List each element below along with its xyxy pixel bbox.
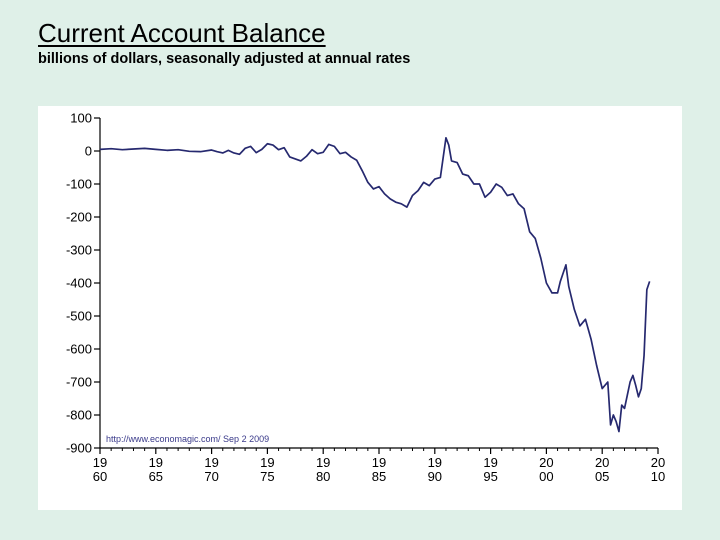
page-title: Current Account Balance — [38, 20, 410, 47]
y-tick-label: -700 — [48, 375, 92, 390]
title-block: Current Account Balance billions of doll… — [38, 20, 410, 67]
y-tick-label: -800 — [48, 408, 92, 423]
x-tick-label: 1980 — [309, 456, 337, 483]
x-tick-label: 1990 — [421, 456, 449, 483]
chart-panel: 100 0 -100 -200 -300 -400 -500 -600 -700 -800 -900… — [38, 106, 682, 510]
y-tick-label: -900 — [48, 441, 92, 456]
y-tick-label: -200 — [48, 210, 92, 225]
x-tick-label: 1965 — [142, 456, 170, 483]
line-chart — [38, 106, 682, 510]
x-tick-label: 1975 — [253, 456, 281, 483]
y-tick-label: -100 — [48, 177, 92, 192]
y-tick-label: 0 — [48, 144, 92, 159]
x-tick-label: 1995 — [477, 456, 505, 483]
data-line — [100, 138, 650, 432]
x-tick-label: 1970 — [198, 456, 226, 483]
slide: Current Account Balance billions of doll… — [0, 0, 720, 540]
y-tick-label: -600 — [48, 342, 92, 357]
page-subtitle: billions of dollars, seasonally adjusted… — [38, 51, 410, 67]
chart-credit: http://www.economagic.com/ Sep 2 2009 — [106, 434, 269, 444]
x-tick-label: 2005 — [588, 456, 616, 483]
y-tick-label: -300 — [48, 243, 92, 258]
y-tick-label: 100 — [48, 111, 92, 126]
x-tick-label: 1985 — [365, 456, 393, 483]
x-tick-label: 2000 — [532, 456, 560, 483]
x-tick-label: 2010 — [644, 456, 672, 483]
x-tick-label: 1960 — [86, 456, 114, 483]
y-tick-label: -500 — [48, 309, 92, 324]
y-tick-label: -400 — [48, 276, 92, 291]
